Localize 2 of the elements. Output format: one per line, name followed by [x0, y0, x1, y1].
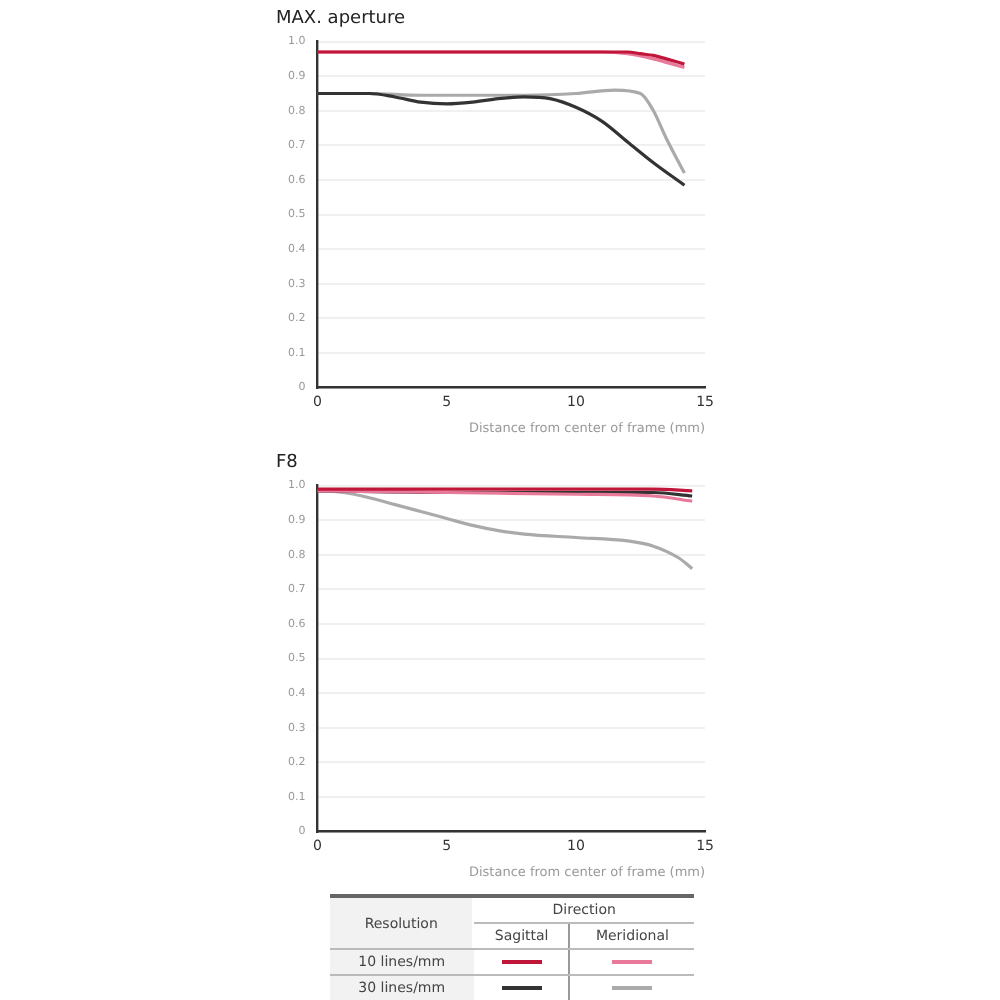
chart-title: F8: [276, 453, 299, 474]
chart-title: MAX. aperture: [276, 9, 407, 30]
